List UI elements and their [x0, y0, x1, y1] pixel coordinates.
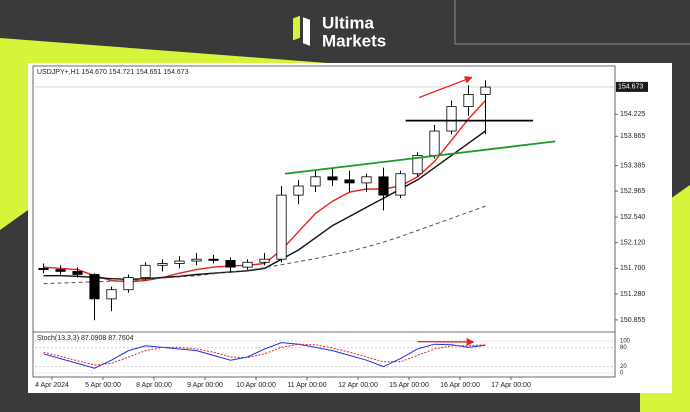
stoch-line	[43, 343, 486, 366]
candle-body	[191, 258, 202, 262]
candle-body	[361, 176, 372, 184]
x-tick-label: 17 Apr 00:00	[491, 382, 531, 389]
y-tick-label: 152.965	[620, 188, 645, 195]
candle-body	[259, 258, 270, 263]
candle-body	[446, 106, 457, 132]
candle-body	[293, 185, 304, 196]
stoch-tick-label: 100	[620, 339, 631, 345]
candle-body	[480, 86, 491, 95]
last-price-box	[616, 81, 648, 92]
annotation-line	[418, 76, 473, 99]
y-tick-label: 153.385	[620, 162, 645, 169]
candle-body	[463, 94, 474, 108]
y-tick-label: 152.120	[620, 240, 645, 247]
logo	[293, 15, 310, 46]
x-tick-label: 16 Apr 00:00	[440, 382, 480, 389]
candle-body	[72, 271, 83, 275]
x-tick-label: 12 Apr 00:00	[338, 382, 378, 389]
stoch-tick-label: 20	[620, 364, 627, 370]
x-tick-label: 11 Apr 00:00	[287, 382, 326, 389]
candle-body	[429, 130, 440, 156]
chart-panel	[28, 63, 672, 393]
last-price-label: 154.673	[618, 84, 643, 91]
candle-body	[327, 176, 338, 181]
candle-body	[89, 274, 100, 300]
moving-average	[43, 130, 486, 281]
candle-body	[310, 176, 321, 187]
accent-top	[0, 38, 340, 64]
y-tick-label: 151.280	[620, 291, 645, 298]
brand-line2: Markets	[322, 31, 386, 50]
candle-body	[157, 263, 168, 266]
y-tick-label: 151.700	[620, 265, 645, 272]
x-tick-label: 10 Apr 00:00	[236, 382, 276, 389]
y-tick-label: 153.865	[620, 133, 645, 140]
candle-body	[344, 179, 355, 184]
stoch-tick-label: 0	[620, 371, 624, 377]
accent-left	[0, 64, 28, 230]
candle-body	[55, 269, 66, 272]
candle-body	[174, 260, 185, 264]
candle-body	[412, 155, 423, 175]
x-tick-label: 9 Apr 00:00	[187, 382, 223, 389]
candle-body	[225, 260, 236, 268]
y-tick-label: 154.225	[620, 111, 645, 118]
candle-body	[140, 264, 151, 278]
moving-average	[43, 205, 486, 285]
candle-body	[208, 258, 219, 261]
y-tick-label: 150.855	[620, 317, 645, 324]
candle-body	[395, 173, 406, 196]
candle-body	[106, 289, 117, 300]
y-tick-label: 152.540	[620, 214, 645, 221]
stoch-tick-label: 80	[620, 345, 627, 351]
candle-body	[38, 267, 49, 270]
indicator-title: Stoch(13,3,3) 87.0908 87.7604	[37, 335, 134, 342]
frame-outline	[454, 0, 690, 45]
candle-body	[378, 176, 389, 196]
stoch-line	[43, 342, 486, 369]
candle-body	[276, 194, 287, 260]
plot-frame	[32, 65, 616, 378]
brand-line1: Ultima	[322, 13, 375, 32]
candle-body	[123, 277, 134, 291]
x-tick-label: 5 Apr 00:00	[85, 382, 121, 389]
annotation-line	[284, 140, 556, 175]
candle-body	[242, 261, 253, 268]
x-tick-label: 8 Apr 00:00	[136, 382, 172, 389]
x-tick-label: 15 Apr 00:00	[389, 382, 429, 389]
chart-title: USDJPY+,H1 154.670 154.721 154.651 154.6…	[37, 69, 189, 76]
x-tick-label: 4 Apr 2024	[35, 382, 69, 389]
